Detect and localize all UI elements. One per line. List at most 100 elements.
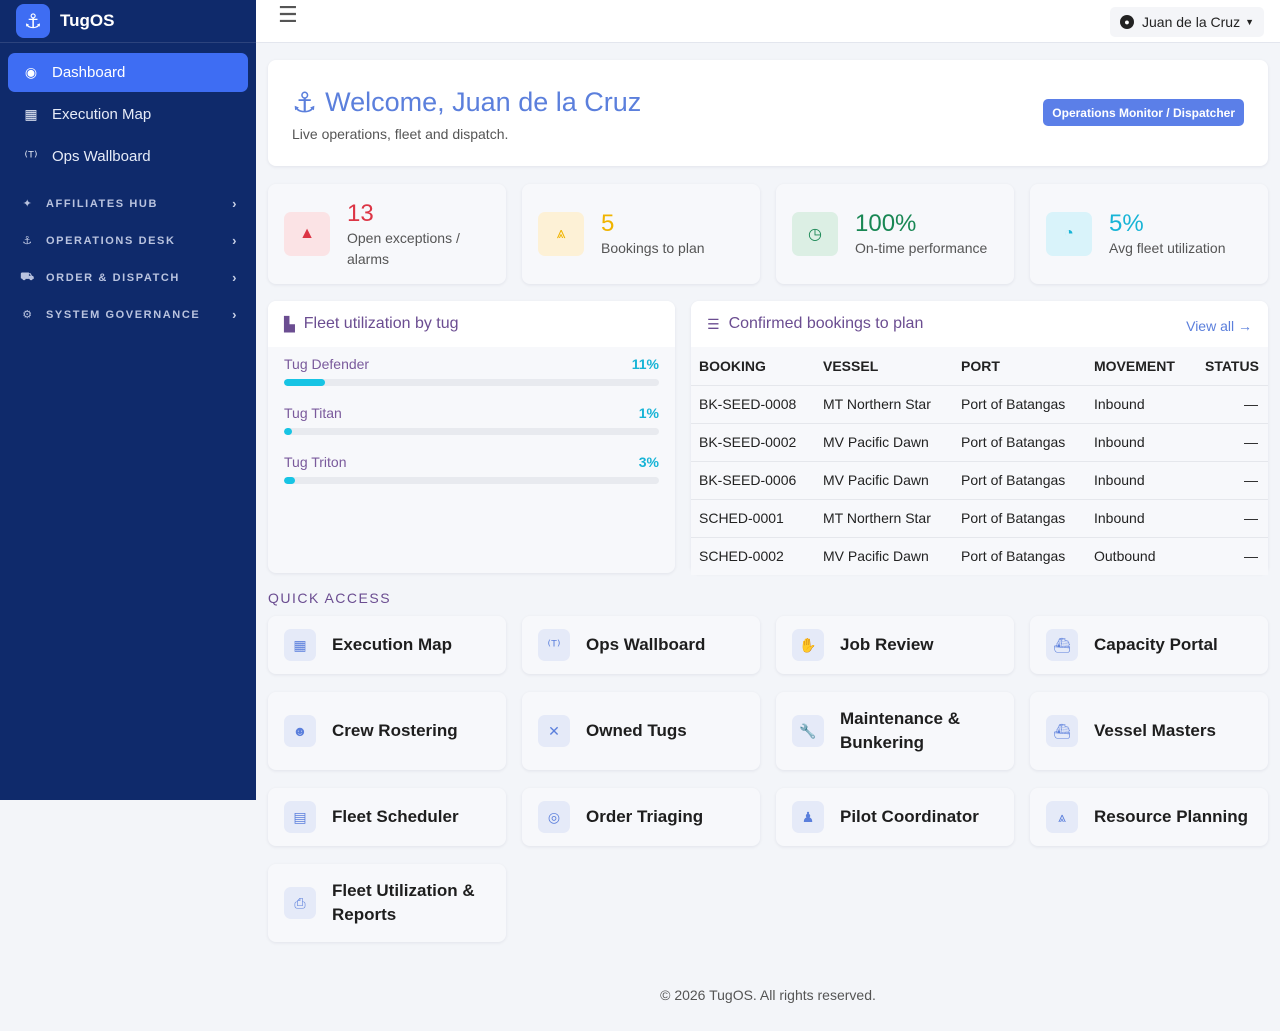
chevron-right-icon: › (232, 307, 238, 322)
table-cell: MV Pacific Dawn (815, 460, 953, 499)
stat-label: Avg fleet utilization (1109, 240, 1226, 256)
stat-value: 100% (855, 210, 917, 237)
map-icon: ▦ (24, 106, 38, 122)
table-cell: Port of Batangas (953, 536, 1086, 575)
quick-access-crew-rostering[interactable]: ☻ Crew Rostering (268, 692, 506, 770)
clock-icon: ◷ (792, 212, 838, 256)
handshake-icon: ✦ (22, 198, 34, 210)
hands-icon: ✋ (792, 629, 824, 661)
quick-access-execution-map[interactable]: ▦ Execution Map (268, 616, 506, 674)
print-icon: ⎙ (284, 887, 316, 919)
welcome-title-text: Welcome, Juan de la Cruz (325, 87, 642, 117)
quick-access-fleet-scheduler[interactable]: ▤ Fleet Scheduler (268, 788, 506, 846)
user-menu-button[interactable]: ● Juan de la Cruz ▼ (1110, 7, 1264, 37)
table-row[interactable]: SCHED-0001 MT Northern Star Port of Batang… (691, 498, 1268, 537)
sidebar-item-label: Dashboard (52, 64, 126, 81)
quick-access-label: Resource Planning (1094, 807, 1248, 826)
utilization-row: Tug Titan 1% (284, 405, 659, 435)
table-cell: MV Pacific Dawn (815, 536, 953, 575)
table-cell: Inbound (1086, 498, 1197, 537)
sidebar-item-ops-wallboard[interactable]: ⁽ᵀ⁾ Ops Wallboard (8, 137, 248, 176)
stat-on-time-performance[interactable]: ◷ 100% On-time performance (776, 184, 1014, 284)
chevron-right-icon: › (232, 196, 238, 211)
quick-access-fleet-utilization-reports[interactable]: ⎙ Fleet Utilization & Reports (268, 864, 506, 942)
table-row[interactable]: BK-SEED-0008 MT Northern Star Port of Bata… (691, 384, 1268, 423)
quick-access-label: Crew Rostering (332, 721, 458, 740)
quick-access-order-triaging[interactable]: ◎ Order Triaging (522, 788, 760, 846)
arrow-right-icon: → (1238, 318, 1252, 334)
panel-header: ☰ Confirmed bookings to plan View all → (691, 301, 1268, 347)
table-cell: — (1197, 536, 1268, 575)
dolly-icon: ⛟ (20, 270, 36, 283)
section-label: ORDER & DISPATCH (46, 271, 180, 284)
table-row[interactable]: BK-SEED-0002 MV Pacific Dawn Port of Batan… (691, 422, 1268, 461)
panel-title: Confirmed bookings to plan (728, 315, 924, 332)
gear-icon: ⚙ (22, 309, 34, 321)
broadcast-tower-icon: ⁽ᵀ⁾ (24, 148, 38, 164)
table-cell: Outbound (1086, 536, 1197, 575)
table-cell: MV Pacific Dawn (815, 422, 953, 461)
quick-access-capacity-portal[interactable]: ⛴ Capacity Portal (1030, 616, 1268, 674)
utilization-track (284, 428, 659, 435)
quick-access-label: Ops Wallboard (586, 635, 706, 654)
sidebar-section-operations-desk[interactable]: ⚓ OPERATIONS DESK › (8, 222, 248, 259)
view-all-label: View all (1186, 318, 1235, 334)
gauge-icon: ◉ (24, 64, 38, 80)
view-all-link[interactable]: View all → (1186, 318, 1252, 334)
table-cell: Port of Batangas (953, 422, 1086, 461)
map-icon: ▦ (284, 629, 316, 661)
stat-label: Bookings to plan (601, 240, 705, 256)
chevron-right-icon: › (232, 233, 238, 248)
sidebar-section-system-governance[interactable]: ⚙ SYSTEM GOVERNANCE › (8, 296, 248, 333)
table-cell: Inbound (1086, 384, 1197, 423)
table-cell: — (1197, 460, 1268, 499)
stat-bookings-to-plan[interactable]: ⩓ 5 Bookings to plan (522, 184, 760, 284)
table-cell: MT Northern Star (815, 384, 953, 423)
table-header-row: BOOKING VESSEL PORT MOVEMENT STATUS (691, 347, 1268, 385)
warning-icon: ▲ (284, 212, 330, 256)
stat-open-exceptions[interactable]: ▲ 13 Open exceptions / alarms (268, 184, 506, 284)
quick-access-job-review[interactable]: ✋ Job Review (776, 616, 1014, 674)
quick-access-label: Owned Tugs (586, 721, 687, 740)
table-row[interactable]: BK-SEED-0006 MV Pacific Dawn Port of Batan… (691, 460, 1268, 499)
tug-name: Tug Defender (284, 356, 370, 372)
table-cell: Inbound (1086, 460, 1197, 499)
table-row[interactable]: SCHED-0002 MV Pacific Dawn Port of Batanga… (691, 536, 1268, 575)
quick-access-maintenance-bunkering[interactable]: 🔧 Maintenance & Bunkering (776, 692, 1014, 770)
column-header: VESSEL (815, 347, 953, 385)
ship-icon: ⛴ (1046, 629, 1078, 661)
user-name: Juan de la Cruz (1142, 14, 1241, 30)
tools-icon: ✕ (538, 715, 570, 747)
hamburger-menu-icon[interactable]: ☰ (278, 2, 298, 27)
quick-access-vessel-masters[interactable]: ⛴ Vessel Masters (1030, 692, 1268, 770)
column-header: BOOKING (691, 347, 815, 385)
quick-access-ops-wallboard[interactable]: ⁽ᵀ⁾ Ops Wallboard (522, 616, 760, 674)
sidebar-item-execution-map[interactable]: ▦ Execution Map (8, 95, 248, 134)
sidebar-section-affiliates-hub[interactable]: ✦ AFFILIATES HUB › (8, 185, 248, 222)
quick-access-resource-planning[interactable]: ⩓ Resource Planning (1030, 788, 1268, 846)
quick-access-owned-tugs[interactable]: ✕ Owned Tugs (522, 692, 760, 770)
chevron-right-icon: › (232, 270, 238, 285)
brand[interactable]: ⚓ TugOS (0, 0, 256, 43)
table-cell: SCHED-0002 (691, 536, 815, 575)
anchor-icon: ⚓ (16, 4, 50, 38)
role-badge: Operations Monitor / Dispatcher (1043, 99, 1244, 126)
topbar: ☰ ● Juan de la Cruz ▼ (256, 0, 1280, 43)
stat-avg-fleet-utilization[interactable]: ◔ 5% Avg fleet utilization (1030, 184, 1268, 284)
sidebar-nav: ◉ Dashboard ▦ Execution Map ⁽ᵀ⁾ Ops Wall… (0, 43, 256, 333)
tug-utilization-percent: 3% (638, 454, 659, 470)
sidebar-item-dashboard[interactable]: ◉ Dashboard (8, 53, 248, 92)
utilization-track (284, 477, 659, 484)
quick-access-pilot-coordinator[interactable]: ♟ Pilot Coordinator (776, 788, 1014, 846)
quick-access-label: Maintenance & Bunkering (840, 709, 960, 752)
broadcast-tower-icon: ⁽ᵀ⁾ (538, 629, 570, 661)
table-cell: BK-SEED-0002 (691, 422, 815, 461)
panel-header: ▙ Fleet utilization by tug (268, 301, 675, 347)
column-header: STATUS (1197, 347, 1268, 385)
tug-name: Tug Titan (284, 405, 342, 421)
utilization-row: Tug Triton 3% (284, 454, 659, 484)
section-label: OPERATIONS DESK (46, 234, 176, 247)
sidebar-section-order-dispatch[interactable]: ⛟ ORDER & DISPATCH › (8, 259, 248, 296)
tug-utilization-percent: 11% (631, 356, 659, 372)
bookings-panel: ☰ Confirmed bookings to plan View all → … (691, 301, 1268, 575)
